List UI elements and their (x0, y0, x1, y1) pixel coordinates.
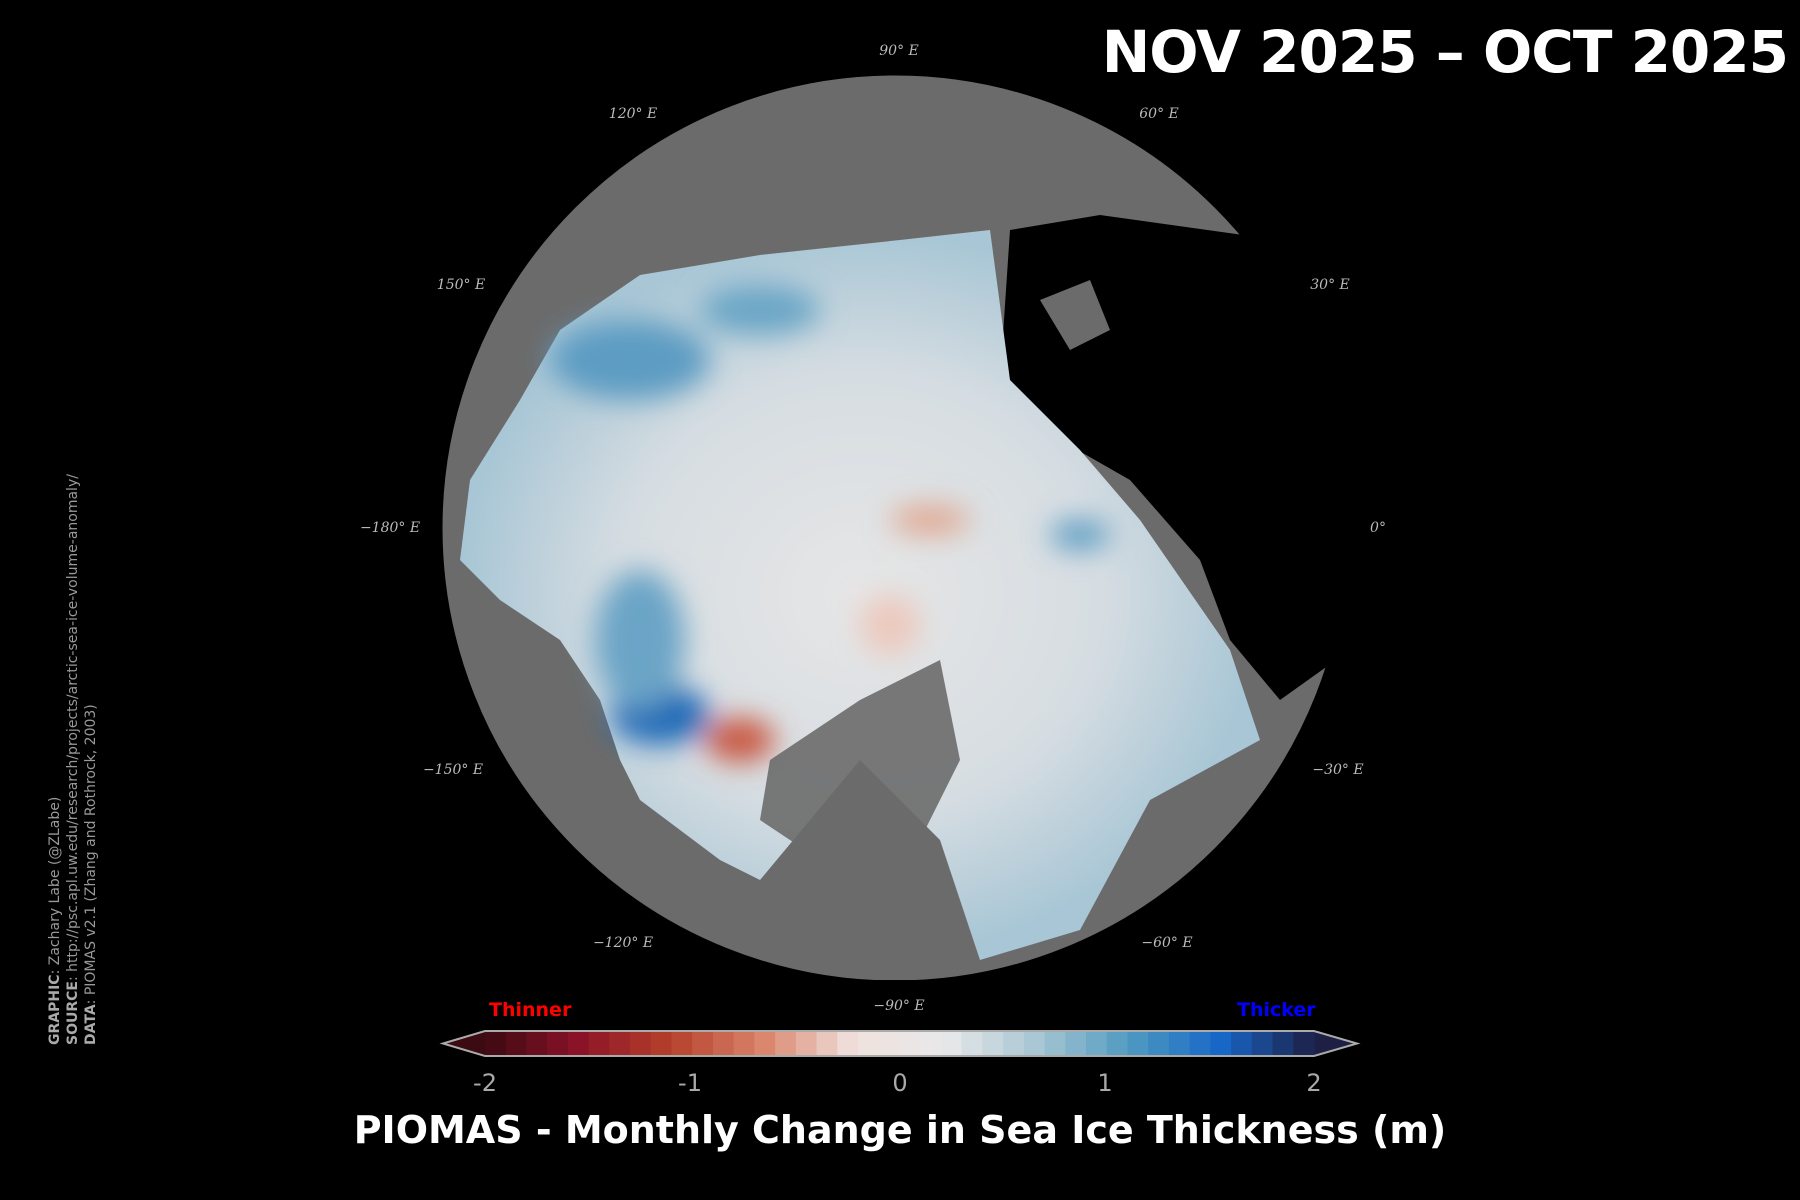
canadian-archipelago (760, 660, 960, 860)
svalbard (1040, 280, 1110, 350)
thinner-anomaly (705, 718, 775, 762)
colorbar-tick: -2 (473, 1069, 497, 1097)
credit-data: : PIOMAS v2.1 (Zhang and Rothrock, 2003) (83, 704, 99, 1005)
colorbar-tick: -1 (678, 1069, 702, 1097)
lon-label: −90° E (873, 998, 925, 1014)
lon-label: 30° E (1310, 277, 1350, 293)
credit-label: SOURCE (65, 981, 81, 1045)
lon-label: −60° E (1141, 935, 1193, 951)
lon-label: 60° E (1139, 106, 1179, 122)
lon-label: −30° E (1312, 762, 1364, 778)
colorbar-low-label: Thinner (489, 999, 572, 1021)
credit-label: GRAPHIC (47, 974, 63, 1045)
thicker-anomaly (1050, 520, 1110, 550)
lon-label: 90° E (879, 43, 919, 59)
sea-ice (460, 230, 1260, 960)
lon-label: −180° E (359, 520, 421, 536)
thinner-anomaly (860, 595, 920, 655)
lon-label: −150° E (422, 762, 484, 778)
map-boundary (441, 74, 1349, 982)
colorbar-tick: 0 (892, 1069, 908, 1097)
thinner-anomaly (890, 505, 970, 535)
credit-label: DATA (83, 1004, 99, 1045)
thicker-anomaly (700, 285, 820, 335)
colorbar-tick: 1 (1097, 1069, 1113, 1097)
lon-label: 0° (1370, 520, 1386, 536)
colorbar-title: PIOMAS - Monthly Change in Sea Ice Thick… (353, 1108, 1447, 1152)
lon-label: 120° E (608, 106, 658, 122)
colorbar-high-label: Thicker (1237, 999, 1316, 1021)
credit-graphic: : Zachary Labe (@ZLabe) (47, 796, 63, 975)
lon-label: −120° E (592, 935, 654, 951)
thicker-anomaly (550, 320, 710, 400)
credits: GRAPHIC: Zachary Labe (@ZLabe) SOURCE: h… (46, 474, 100, 1045)
colorbar-tick: 2 (1306, 1069, 1322, 1097)
page-title: NOV 2025 – OCT 2025 (1101, 18, 1789, 86)
credit-source: : http://psc.apl.uw.edu/research/project… (65, 474, 81, 982)
lon-label: 150° E (436, 277, 486, 293)
thicker-anomaly (595, 570, 685, 710)
